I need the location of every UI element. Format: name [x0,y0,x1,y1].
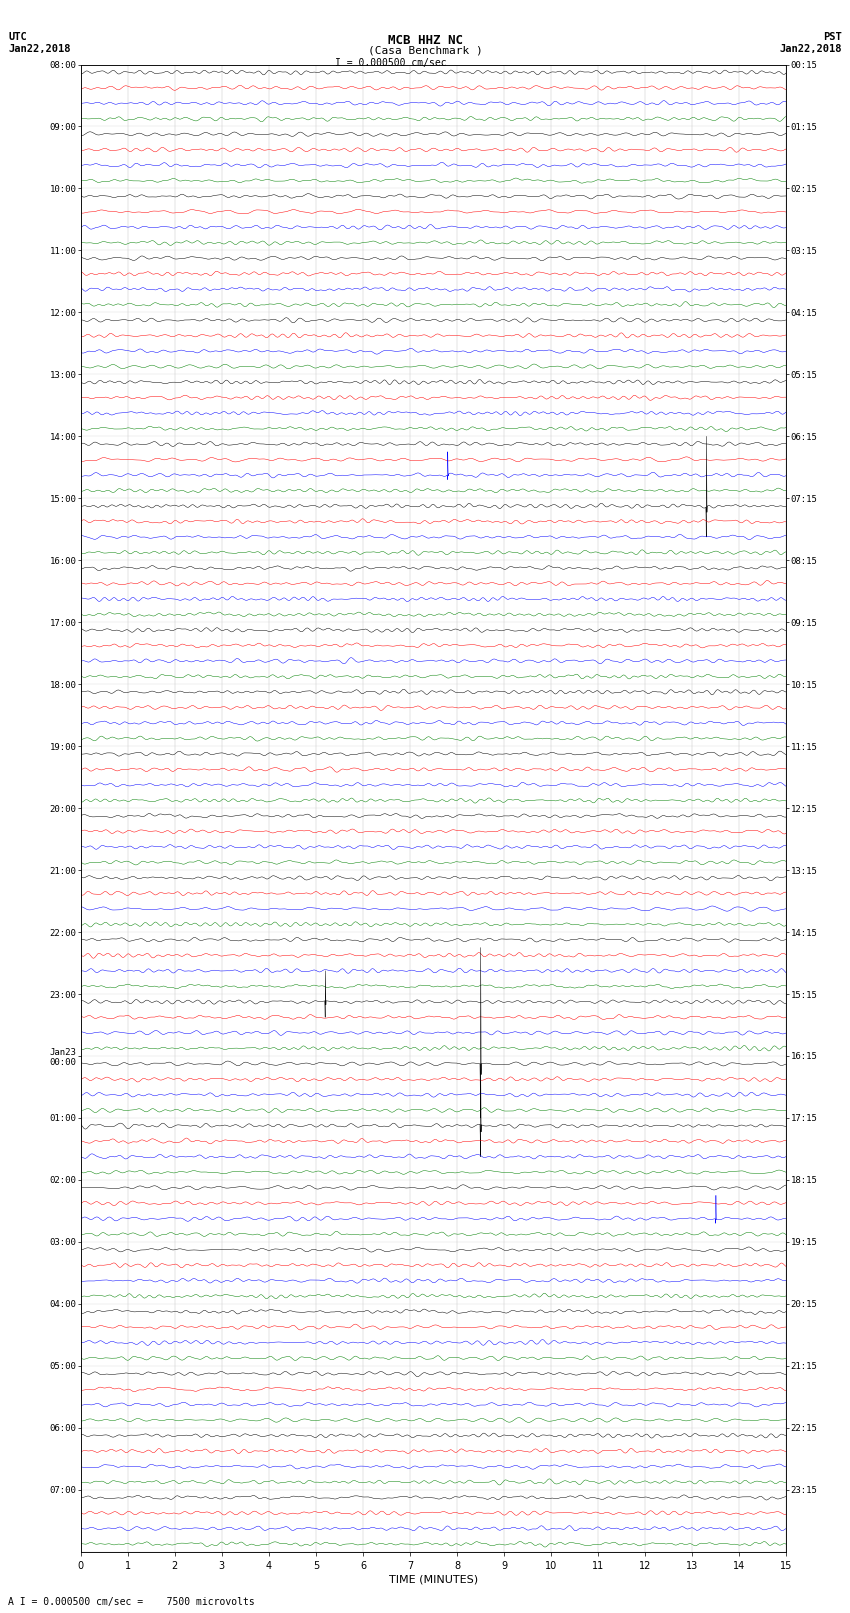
Text: Jan22,2018: Jan22,2018 [779,44,842,53]
X-axis label: TIME (MINUTES): TIME (MINUTES) [389,1574,478,1586]
Text: UTC: UTC [8,32,27,42]
Text: MCB HHZ NC: MCB HHZ NC [388,34,462,47]
Text: (Casa Benchmark ): (Casa Benchmark ) [367,45,483,55]
Text: Jan22,2018: Jan22,2018 [8,44,71,53]
Text: PST: PST [823,32,842,42]
Text: I = 0.000500 cm/sec: I = 0.000500 cm/sec [335,58,447,68]
Text: A I = 0.000500 cm/sec =    7500 microvolts: A I = 0.000500 cm/sec = 7500 microvolts [8,1597,255,1607]
